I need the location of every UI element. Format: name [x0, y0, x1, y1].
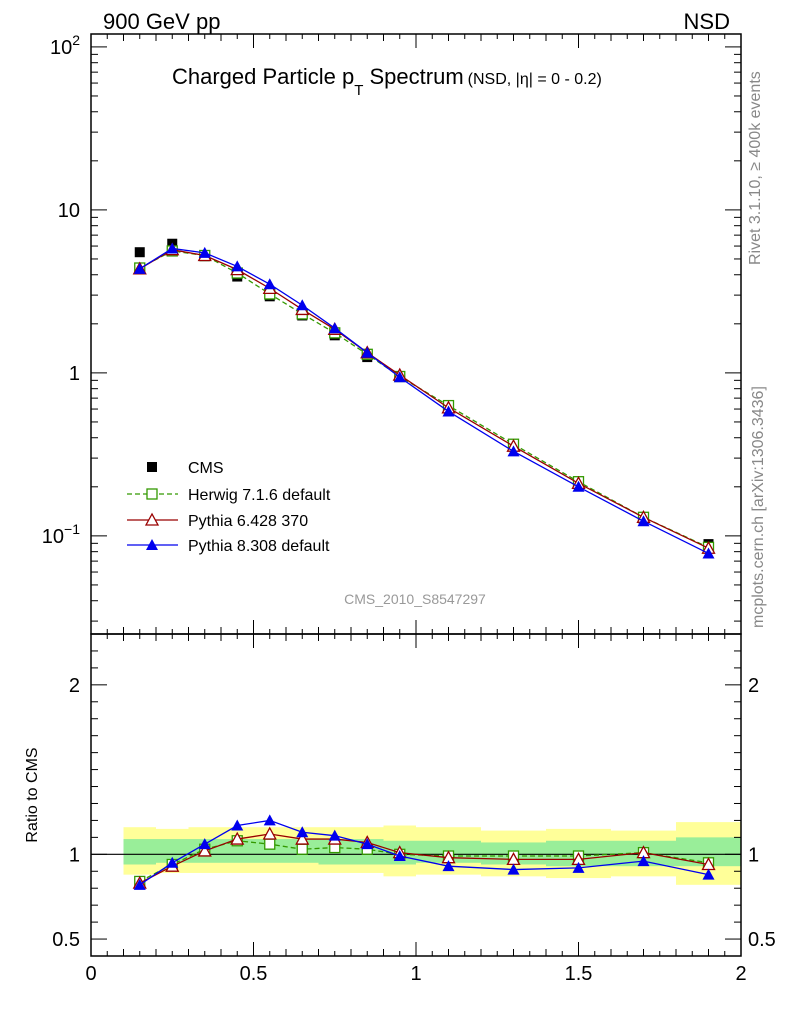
ratio-series-2-point: [393, 850, 406, 862]
ratio-series-0-point: [296, 843, 308, 855]
main-series-3-point: [296, 299, 309, 311]
main-series-0-point: [134, 247, 145, 258]
ratio-series-2-point: [361, 838, 374, 850]
legend-label-0: CMS: [188, 460, 224, 477]
ratio-series-2-point: [166, 856, 179, 868]
ratio-series-1-point: [230, 831, 245, 845]
ratio-y-axis-label: Ratio to CMS: [24, 747, 41, 842]
ratio-series-2-point: [702, 868, 715, 880]
x-tick-label: 1.5: [565, 963, 593, 985]
header-right: NSD: [684, 9, 730, 34]
main-series-3-point: [198, 246, 211, 258]
ratio-series-2-point: [442, 860, 455, 872]
ratio-series-2-point: [572, 861, 585, 873]
ratio-series-2-point: [263, 814, 276, 826]
ratio-y-tick-label-left: 0.5: [52, 929, 80, 951]
title-main: Charged Particle p: [172, 64, 354, 89]
main-series-3-point: [507, 445, 520, 457]
ratio-series-0-point: [264, 838, 276, 850]
legend-marker-0: [147, 462, 157, 472]
main-series-3-point: [393, 371, 406, 383]
rivet-label: Rivet 3.1.10, ≥ 400k events: [747, 71, 764, 265]
chart-title: Charged Particle pT Spectrum (NSD, |η| = …: [172, 64, 602, 99]
main-series-3-point: [328, 322, 341, 334]
main-series-3-point: [133, 262, 146, 274]
ratio-series-2-point: [198, 838, 211, 850]
main-series-3-point: [231, 260, 244, 272]
main-series-3-point: [361, 346, 374, 358]
ratio-band-inner: [156, 839, 189, 863]
ratio-series-2-point: [296, 826, 309, 838]
legend-marker-1: [146, 488, 158, 500]
main-y-tick-label: 102: [50, 32, 80, 59]
title-main-2: Spectrum: [363, 64, 463, 89]
title-subscript: T: [354, 82, 363, 99]
main-series-3-point: [702, 547, 715, 559]
ratio-series-2-point: [328, 829, 341, 841]
ratio-plot-frame: [90, 633, 742, 957]
legend-marker-2: [144, 512, 160, 526]
ratio-series-2-point: [133, 878, 146, 890]
header-left: 900 GeV pp: [103, 9, 220, 34]
main-series-line-3: [139, 247, 709, 555]
ratio-series-line-2: [139, 819, 709, 886]
ratio-band-inner: [123, 839, 156, 865]
main-series-3-point: [637, 515, 650, 527]
x-tick-label: 1: [410, 963, 421, 985]
ratio-series-2-point: [637, 855, 650, 867]
ratio-y-tick-label-right: 0.5: [748, 929, 776, 951]
ratio-series-line-0: [139, 840, 709, 883]
ratio-series-1-point: [262, 826, 277, 840]
ratio-y-tick-label-right: 1: [748, 844, 759, 866]
main-series-3-point: [166, 242, 179, 254]
ratio-y-tick-label-left: 1: [69, 844, 80, 866]
main-y-tick-label: 10: [58, 200, 80, 222]
main-series-3-point: [442, 405, 455, 417]
ratio-y-tick-label-left: 2: [69, 675, 80, 697]
ratio-series-1-point: [197, 843, 212, 857]
main-y-tick-label: 1: [69, 363, 80, 385]
legend-label-1: Herwig 7.1.6 default: [188, 487, 331, 504]
main-series-3-point: [572, 480, 585, 492]
mcplots-label: mcplots.cern.ch [arXiv:1306.3436]: [750, 386, 767, 628]
main-y-tick-label: 10−1: [42, 521, 80, 548]
x-tick-label: 2: [735, 963, 746, 985]
legend-label-3: Pythia 8.308 default: [188, 538, 330, 555]
legend-marker-3: [146, 539, 158, 550]
ratio-y-tick-label-right: 2: [748, 675, 759, 697]
x-tick-label: 0.5: [240, 963, 268, 985]
legend-label-2: Pythia 6.428 370: [188, 513, 308, 530]
analysis-id: CMS_2010_S8547297: [344, 591, 486, 607]
main-series-3-point: [263, 278, 276, 290]
ratio-series-2-point: [507, 863, 520, 875]
ratio-band-inner: [221, 839, 254, 863]
x-tick-label: 0: [85, 963, 96, 985]
title-tag: (NSD, |η| = 0 - 0.2): [468, 71, 602, 88]
ratio-series-1-point: [295, 831, 310, 845]
ratio-series-2-point: [231, 819, 244, 831]
